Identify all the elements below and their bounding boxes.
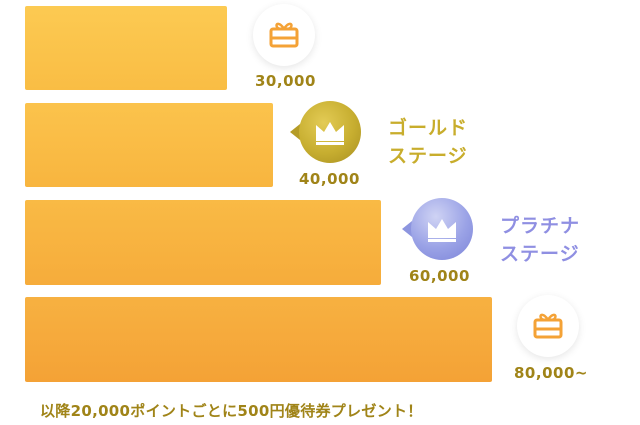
footer-note: 以降20,000ポイントごとに500円優待券プレゼント！ bbox=[40, 402, 423, 420]
gift-badge bbox=[253, 4, 315, 66]
tier-bar-40000 bbox=[25, 103, 273, 187]
badge-pointer bbox=[290, 124, 300, 140]
stage-name: ゴールド bbox=[388, 117, 469, 139]
platinum-stage-label: プラチナ ステージ bbox=[500, 212, 580, 268]
tier-bar-80000 bbox=[25, 297, 492, 382]
tier-points-label: 30,000 bbox=[255, 72, 316, 90]
stage-word: ステージ bbox=[388, 145, 468, 167]
tier-points-label: 80,000~ bbox=[514, 364, 588, 382]
tier-points-label: 40,000 bbox=[299, 170, 360, 188]
crown-icon bbox=[316, 122, 344, 145]
tier-bar-30000 bbox=[25, 6, 227, 90]
tier-bar-60000 bbox=[25, 200, 381, 285]
gold-badge bbox=[299, 101, 361, 163]
badge-pointer bbox=[402, 221, 412, 237]
stage-word: ステージ bbox=[500, 243, 580, 265]
platinum-badge bbox=[411, 198, 473, 260]
gold-stage-label: ゴールド ステージ bbox=[388, 114, 468, 170]
gift-badge bbox=[517, 295, 579, 357]
stage-name: プラチナ bbox=[500, 215, 581, 237]
gift-icon bbox=[269, 22, 299, 48]
gift-icon bbox=[533, 313, 563, 339]
tier-points-label: 60,000 bbox=[409, 267, 470, 285]
crown-icon bbox=[428, 219, 456, 242]
